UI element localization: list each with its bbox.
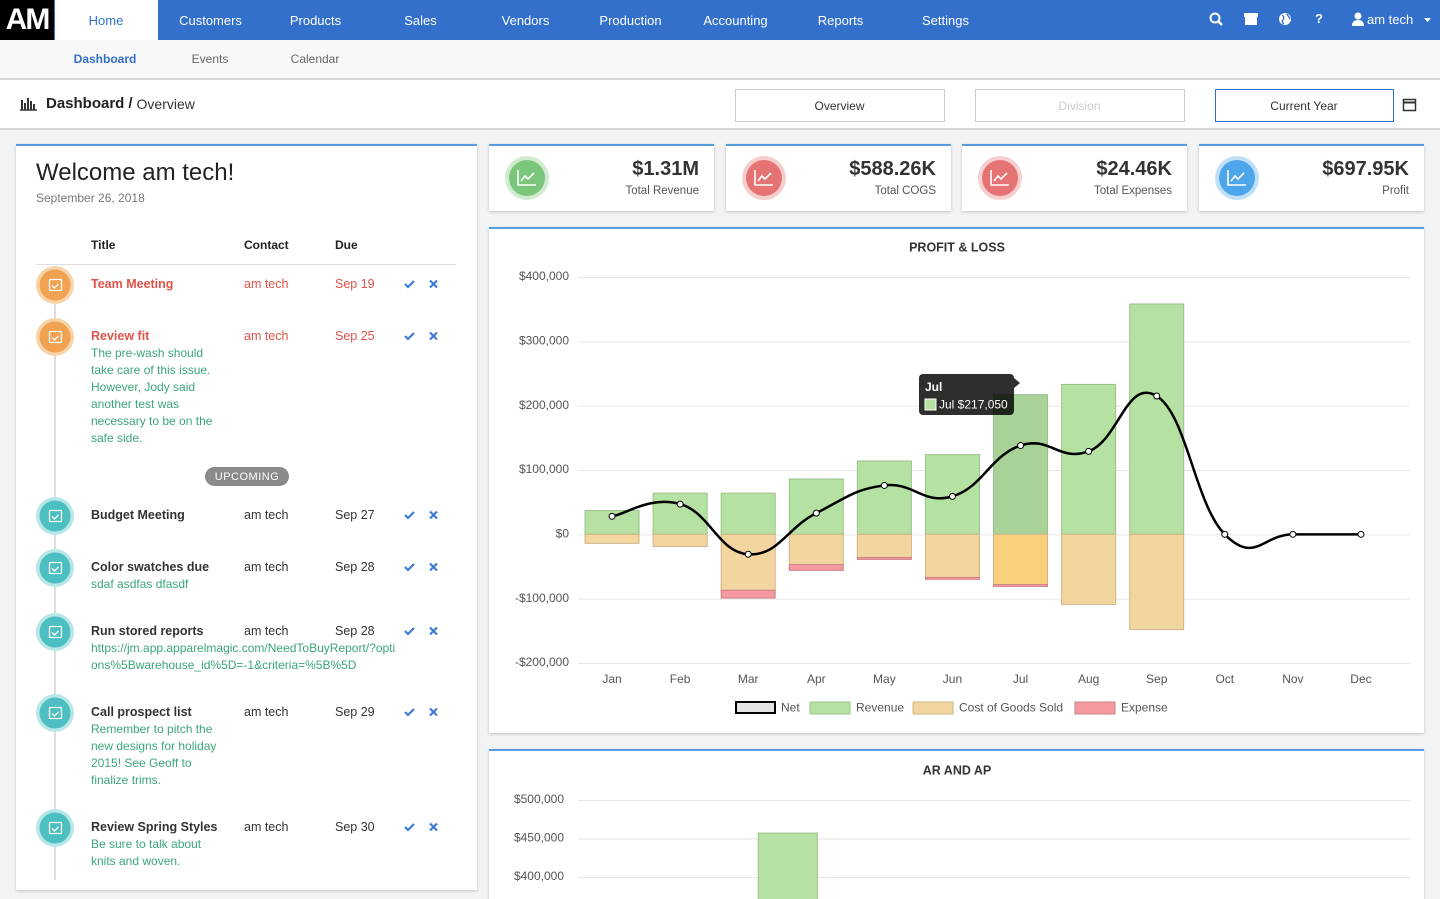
user-menu[interactable]: am tech — [1367, 12, 1414, 27]
breadcrumb-separator: / — [128, 95, 133, 112]
help-icon[interactable]: ? — [1315, 11, 1323, 26]
task-title[interactable]: Run stored reports — [91, 624, 204, 638]
task-title[interactable]: Team Meeting — [91, 277, 174, 291]
task-contact: am tech — [244, 277, 289, 291]
sub-nav — [0, 40, 1440, 80]
task-due: Sep 28 — [335, 560, 375, 574]
task-title[interactable]: Call prospect list — [91, 705, 192, 719]
nav-item[interactable]: Products — [289, 13, 342, 28]
table-header: Title — [91, 238, 116, 252]
task-contact: am tech — [244, 820, 289, 834]
task-due: Sep 27 — [335, 508, 375, 522]
kpi-value: $588.26K — [849, 158, 936, 180]
filter-label[interactable]: Overview — [814, 99, 865, 113]
home-tab — [55, 0, 158, 40]
kpi-value: $1.31M — [632, 158, 699, 180]
task-due: Sep 30 — [335, 820, 375, 834]
welcome-title: Welcome am tech! — [36, 159, 235, 186]
task-due: Sep 28 — [335, 624, 375, 638]
task-note: Remember to pitch the new designs for ho… — [91, 722, 217, 787]
ar-ap-panel — [489, 749, 1424, 899]
task-note: https://jm.app.apparelmagic.com/NeedToBu… — [91, 641, 396, 672]
nav-item[interactable]: Settings — [922, 13, 969, 28]
task-title[interactable]: Review Spring Styles — [91, 820, 218, 834]
table-header: Contact — [244, 238, 289, 252]
nav-item[interactable]: Reports — [817, 13, 864, 28]
kpi-label: Profit — [1382, 185, 1409, 197]
task-contact: am tech — [244, 705, 289, 719]
kpi-label: Total COGS — [874, 185, 936, 197]
kpi-value: $697.95K — [1322, 158, 1409, 180]
breadcrumb-bar — [0, 80, 1440, 130]
logo-box[interactable] — [0, 0, 54, 40]
subnav-item[interactable]: Calendar — [290, 52, 340, 66]
task-contact: am tech — [244, 329, 289, 343]
task-due: Sep 29 — [335, 705, 375, 719]
task-due: Sep 25 — [335, 329, 375, 343]
kpi-label: Total Revenue — [625, 185, 699, 197]
welcome-date: September 26, 2018 — [36, 191, 145, 205]
task-note: sdaf asdfas dfasdf — [91, 577, 189, 591]
task-note: Be sure to talk about knits and woven. — [91, 837, 202, 868]
subnav-item[interactable]: Events — [191, 52, 229, 66]
task-note: The pre-wash should take care of this is… — [91, 346, 213, 445]
kpi-value: $24.46K — [1096, 158, 1172, 180]
nav-item[interactable]: Vendors — [501, 13, 550, 28]
nav-item[interactable]: Sales — [404, 13, 437, 28]
nav-item[interactable]: Accounting — [703, 13, 768, 28]
tasks-panel — [16, 144, 477, 890]
task-title[interactable]: Budget Meeting — [91, 508, 185, 522]
subnav-item[interactable]: Dashboard — [73, 52, 137, 66]
breadcrumb-title: Dashboard — [46, 95, 125, 112]
task-contact: am tech — [244, 624, 289, 638]
filter-label[interactable]: Current Year — [1270, 99, 1338, 113]
upcoming-label: UPCOMING — [214, 470, 280, 483]
nav-item[interactable]: Production — [599, 13, 662, 28]
task-contact: am tech — [244, 508, 289, 522]
breadcrumb-current: Overview — [136, 96, 195, 112]
logo[interactable]: AM — [5, 3, 51, 36]
profit-loss-panel — [489, 227, 1424, 733]
task-title[interactable]: Review fit — [91, 329, 150, 343]
task-due: Sep 19 — [335, 277, 375, 291]
filter-label[interactable]: Division — [1058, 99, 1101, 113]
top-nav — [0, 0, 1440, 40]
table-header: Due — [335, 238, 358, 252]
nav-item[interactable]: Home — [88, 13, 124, 28]
nav-item[interactable]: Customers — [179, 13, 242, 28]
task-title[interactable]: Color swatches due — [91, 560, 210, 574]
task-contact: am tech — [244, 560, 289, 574]
kpi-label: Total Expenses — [1094, 185, 1172, 197]
